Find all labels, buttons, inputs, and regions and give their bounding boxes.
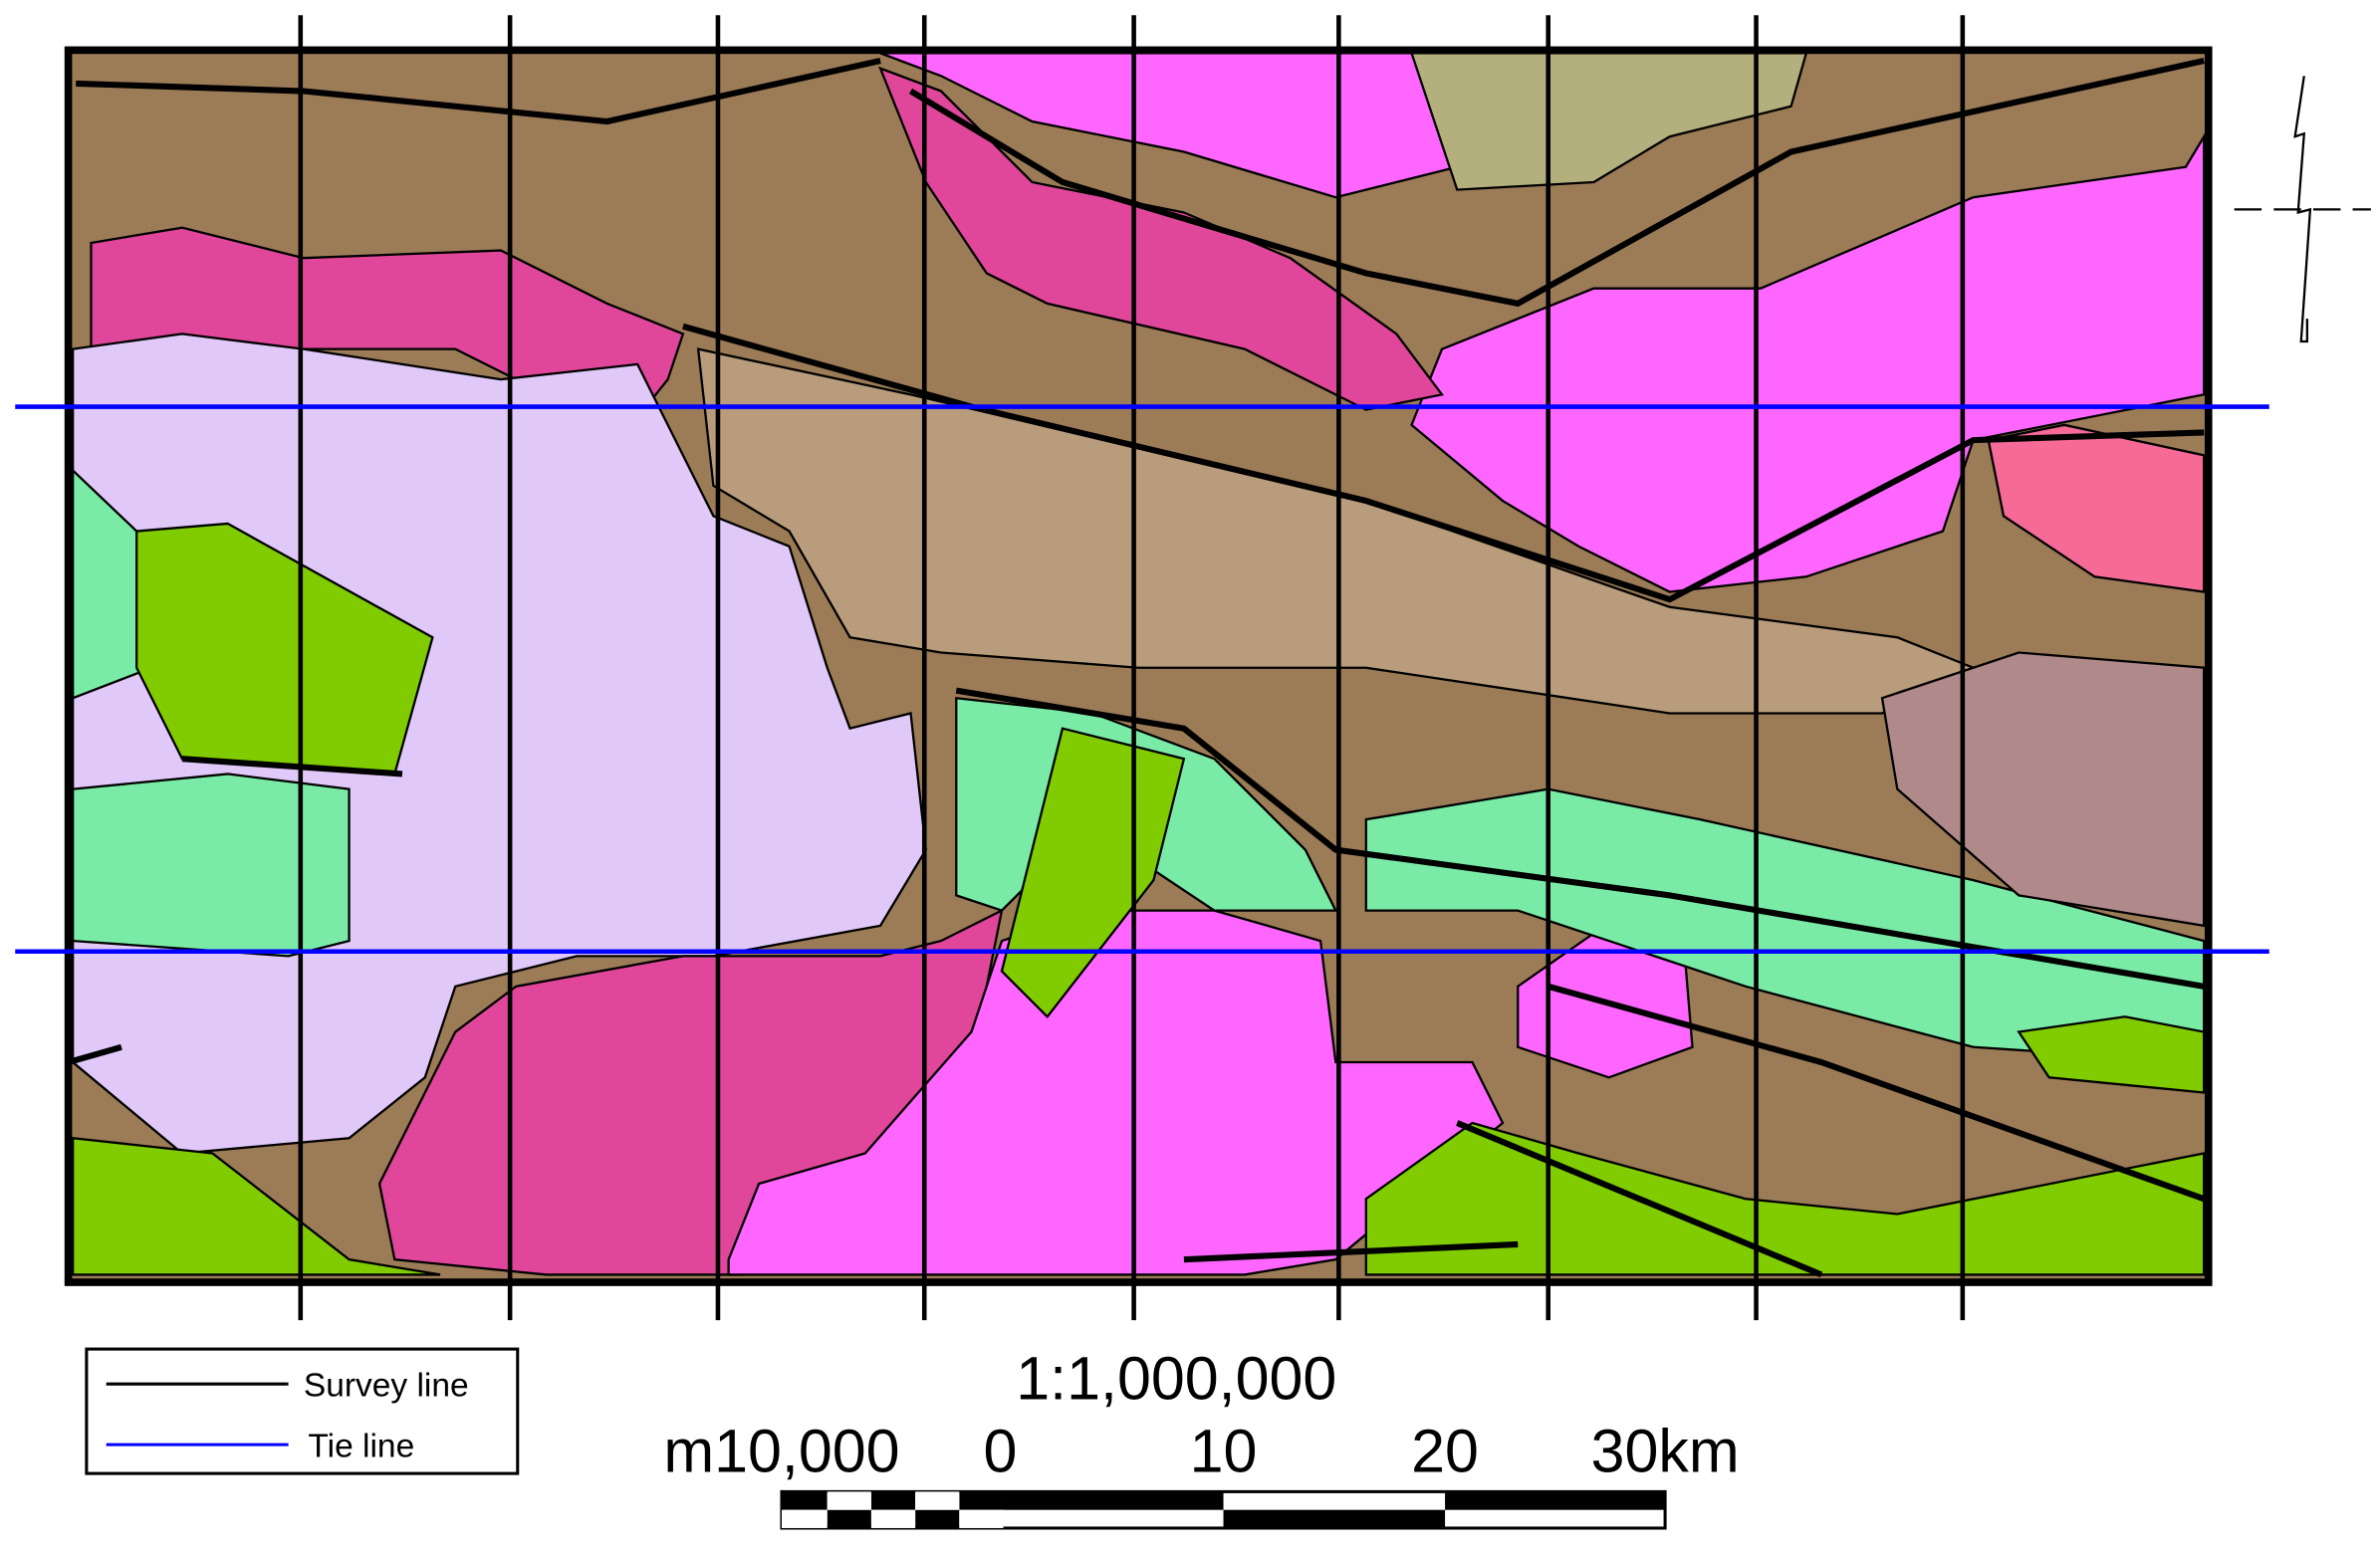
geologic-unit — [1364, 1121, 2206, 1276]
line-layer — [15, 15, 2269, 1321]
scale-bar-blocks — [780, 1489, 1667, 1530]
scale-bar-block — [959, 1491, 1004, 1510]
scale-label: m10,000 — [663, 1418, 899, 1485]
scale-bar-block — [781, 1509, 828, 1528]
fault-line — [1456, 1120, 1823, 1278]
scale-bar-block — [827, 1509, 871, 1528]
scale-bar: 1:1,000,000 m10,000 0 10 20 30km — [663, 1344, 1740, 1530]
fault-line — [1547, 983, 2206, 1203]
scale-bar-block — [827, 1491, 871, 1510]
scale-ratio: 1:1,000,000 — [1016, 1344, 1336, 1412]
scale-bar-block — [1003, 1491, 1224, 1510]
fault-line — [76, 58, 881, 125]
scale-bar-block — [1223, 1509, 1446, 1528]
scale-bar-block — [915, 1509, 960, 1528]
geology-layer — [67, 49, 2210, 1284]
scale-label: 10 — [1190, 1418, 1258, 1485]
geologic-unit — [72, 773, 351, 958]
north-arrow-shaft — [2293, 76, 2312, 343]
fault-line — [955, 687, 2205, 990]
scale-label: 30km — [1591, 1418, 1740, 1485]
north-arrow — [2234, 76, 2371, 343]
scale-label: 0 — [984, 1418, 1018, 1485]
scale-bar-block — [870, 1491, 916, 1510]
geologic-unit — [72, 1136, 441, 1276]
geologic-unit — [2017, 1015, 2206, 1094]
fault-line — [908, 58, 2205, 308]
scale-bar-block — [870, 1509, 916, 1528]
fault-line — [181, 756, 403, 778]
scale-label: 20 — [1411, 1418, 1479, 1485]
scale-bar-block — [959, 1509, 1004, 1528]
geologic-unit — [1987, 423, 2206, 593]
legend-label: Tie line — [308, 1428, 414, 1464]
map-frame — [64, 46, 2213, 1286]
scale-bar-block — [1445, 1491, 1666, 1510]
fault-line — [1183, 1240, 1519, 1263]
scale-bar-block — [915, 1491, 960, 1510]
legend-label: Survey line — [304, 1367, 469, 1404]
geologic-unit — [1000, 727, 1186, 1019]
fault-line — [67, 1043, 122, 1065]
legend: Survey line Tie line — [85, 1347, 520, 1475]
legend-box — [85, 1347, 520, 1475]
geologic-unit — [878, 66, 1445, 411]
scale-bar-block — [781, 1491, 828, 1510]
fault-layer — [67, 58, 2206, 1278]
